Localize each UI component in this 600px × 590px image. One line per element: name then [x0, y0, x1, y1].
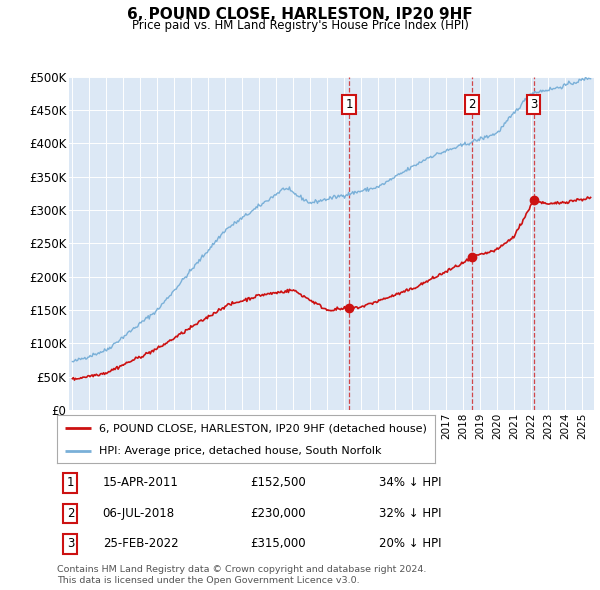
- Text: £152,500: £152,500: [250, 476, 306, 489]
- Text: £230,000: £230,000: [250, 507, 306, 520]
- Text: Price paid vs. HM Land Registry's House Price Index (HPI): Price paid vs. HM Land Registry's House …: [131, 19, 469, 32]
- Text: 6, POUND CLOSE, HARLESTON, IP20 9HF (detached house): 6, POUND CLOSE, HARLESTON, IP20 9HF (det…: [98, 423, 427, 433]
- Text: 6, POUND CLOSE, HARLESTON, IP20 9HF: 6, POUND CLOSE, HARLESTON, IP20 9HF: [127, 7, 473, 22]
- Text: Contains HM Land Registry data © Crown copyright and database right 2024.: Contains HM Land Registry data © Crown c…: [57, 565, 427, 574]
- Text: 15-APR-2011: 15-APR-2011: [103, 476, 179, 489]
- Text: 2: 2: [67, 507, 74, 520]
- Text: HPI: Average price, detached house, South Norfolk: HPI: Average price, detached house, Sout…: [98, 445, 381, 455]
- Text: 32% ↓ HPI: 32% ↓ HPI: [379, 507, 442, 520]
- Text: 3: 3: [67, 537, 74, 550]
- Text: £315,000: £315,000: [250, 537, 306, 550]
- Text: 1: 1: [346, 98, 353, 111]
- Text: 06-JUL-2018: 06-JUL-2018: [103, 507, 175, 520]
- Text: 20% ↓ HPI: 20% ↓ HPI: [379, 537, 442, 550]
- Text: 34% ↓ HPI: 34% ↓ HPI: [379, 476, 442, 489]
- Text: 1: 1: [67, 476, 74, 489]
- Text: This data is licensed under the Open Government Licence v3.0.: This data is licensed under the Open Gov…: [57, 576, 359, 585]
- Text: 2: 2: [468, 98, 476, 111]
- Text: 25-FEB-2022: 25-FEB-2022: [103, 537, 178, 550]
- Text: 3: 3: [530, 98, 538, 111]
